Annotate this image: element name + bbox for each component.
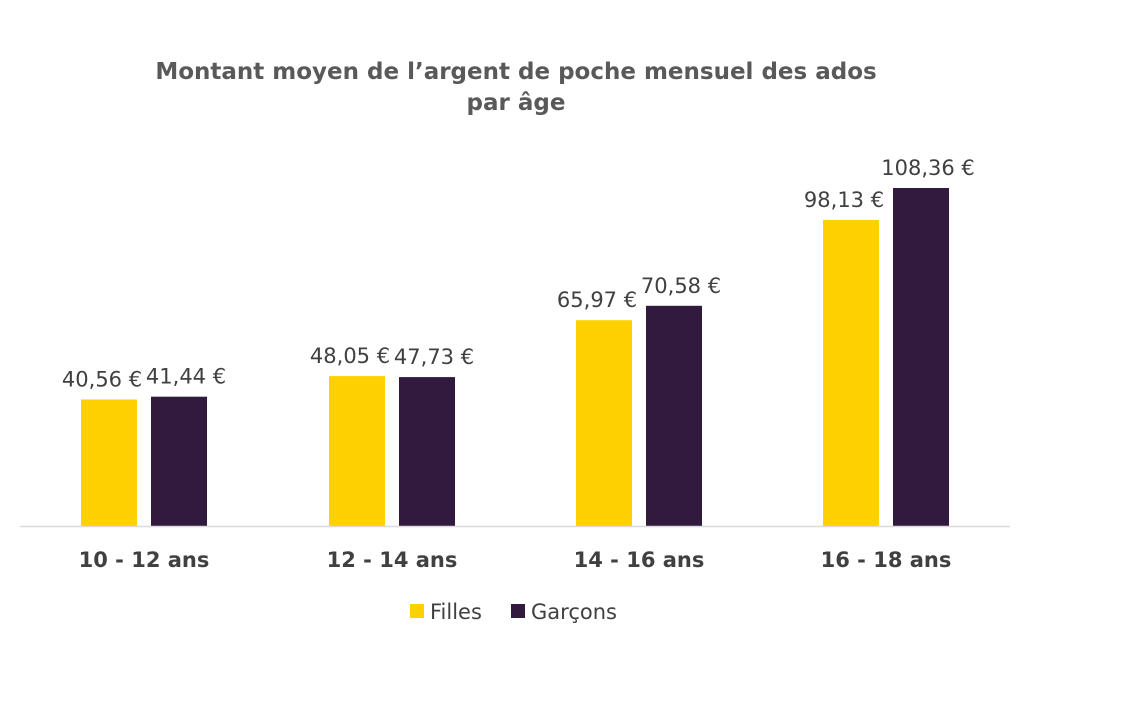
category-label-1: 10 - 12 ans	[79, 548, 210, 572]
legend-swatch-filles	[410, 604, 424, 618]
bar-filles-3	[576, 320, 632, 526]
value-label-filles-2: 48,05 €	[310, 344, 390, 368]
bar-filles-4	[823, 219, 879, 526]
category-label-4: 16 - 18 ans	[821, 548, 952, 572]
category-label-3: 14 - 16 ans	[574, 548, 705, 572]
legend-label-garons: Garçons	[531, 600, 617, 624]
bar-garons-3	[646, 305, 702, 526]
value-label-filles-1: 40,56 €	[62, 368, 142, 392]
value-label-garons-2: 47,73 €	[394, 345, 474, 369]
bar-garons-2	[399, 377, 455, 526]
bar-filles-2	[329, 376, 385, 526]
bar-filles-1	[81, 399, 137, 526]
value-labels-layer: 40,56 €41,44 € 48,05 €47,73 € 65,97 €70,58…	[62, 156, 975, 392]
category-labels-layer: 10 - 12 ans 12 - 14 ans 14 - 16 ans 16 - 18…	[79, 548, 952, 572]
category-label-2: 12 - 14 ans	[327, 548, 458, 572]
value-label-filles-4: 98,13 €	[804, 188, 884, 212]
value-label-garons-1: 41,44 €	[146, 365, 226, 389]
chart-title: Montant moyen de l’argent de poche mensu…	[155, 59, 876, 85]
bar-garons-1	[151, 396, 207, 526]
value-label-garons-4: 108,36 €	[881, 156, 975, 180]
legend-label-filles: Filles	[430, 600, 482, 624]
chart-title-line2: par âge	[467, 90, 566, 116]
bars-layer	[81, 188, 949, 526]
legend-swatch-garons	[511, 604, 525, 618]
bar-garons-4	[893, 188, 949, 526]
value-label-filles-3: 65,97 €	[557, 288, 637, 312]
value-label-garons-3: 70,58 €	[641, 274, 721, 298]
legend: Filles Garçons	[410, 600, 617, 624]
